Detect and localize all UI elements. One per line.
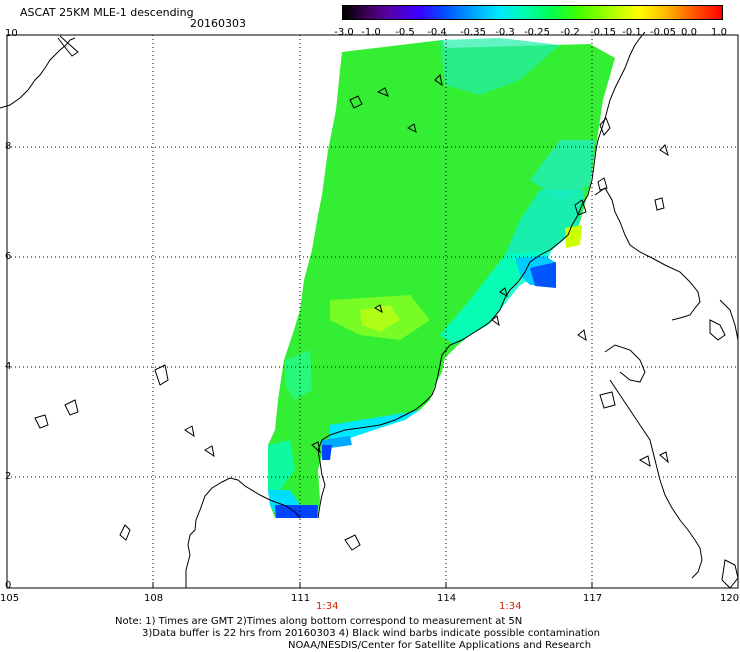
colorbar-tick: -0.4 [427, 27, 447, 38]
note-line-2: 3)Data buffer is 22 hrs from 20160303 4)… [142, 628, 600, 639]
colorbar-tick: 0.0 [681, 27, 697, 38]
notes: Note: 1) Times are GMT 2)Times along bot… [115, 616, 600, 652]
lon-label: 117 [583, 593, 603, 604]
map-title: ASCAT 25KM MLE-1 descending [20, 6, 194, 19]
note-line-3: NOAA/NESDIS/Center for Satellite Applica… [288, 640, 592, 651]
map-border [6, 34, 739, 589]
colorbar-tick: -3.0 [334, 27, 354, 38]
colorbar-tick: 1.0 [711, 27, 727, 38]
map-date: 20160303 [190, 17, 246, 30]
lon-label: 105 [0, 593, 20, 604]
lat-label: 4 [5, 361, 12, 372]
coastline [0, 31, 739, 589]
time-label: 1:34 [316, 601, 339, 612]
colorbar-tick: -0.05 [650, 27, 676, 38]
lon-label: 114 [437, 593, 457, 604]
colorbar-tick: -0.2 [560, 27, 580, 38]
time-label: 1:34 [499, 601, 522, 612]
lat-label: 8 [5, 141, 12, 152]
lat-label: 10 [5, 28, 18, 39]
colorbar-tick: -1.0 [361, 27, 381, 38]
lat-label: 2 [5, 471, 12, 482]
lon-label: 120 [720, 593, 740, 604]
colorbar [342, 5, 723, 20]
note-line-1: Note: 1) Times are GMT 2)Times along bot… [115, 616, 523, 627]
colorbar-tick: -0.5 [395, 27, 415, 38]
lat-label: 0 [5, 580, 12, 591]
lon-label: 108 [144, 593, 164, 604]
colorbar-tick: -0.25 [524, 27, 550, 38]
lat-label: 6 [5, 251, 12, 262]
colorbar-tick: -0.1 [622, 27, 642, 38]
wind-swath [268, 38, 615, 518]
lon-label: 111 [291, 593, 311, 604]
colorbar-tick: -0.35 [460, 27, 486, 38]
colorbar-tick: -0.15 [590, 27, 616, 38]
graticule [7, 35, 738, 588]
colorbar-tick: -0.3 [495, 27, 515, 38]
